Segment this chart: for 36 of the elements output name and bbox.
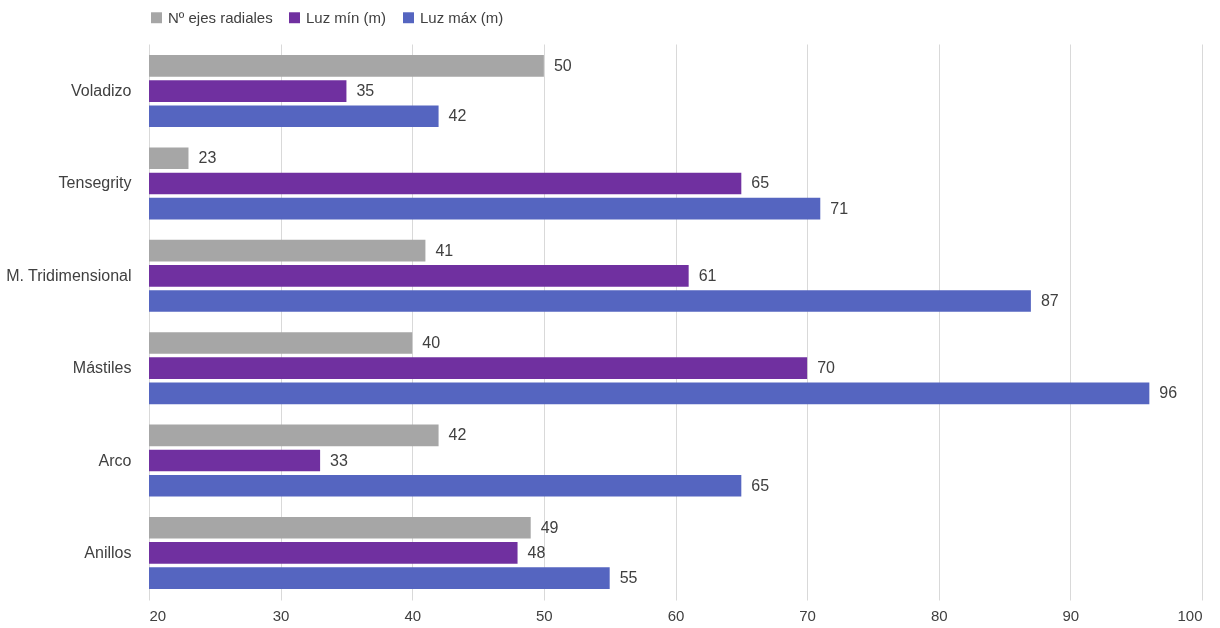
data-label: 87 xyxy=(1040,292,1059,310)
x-tick-label: 60 xyxy=(667,606,685,624)
x-tick-label: 100 xyxy=(1177,606,1203,624)
data-label: 50 xyxy=(553,56,572,74)
x-tick-label: 50 xyxy=(536,606,553,624)
data-label: 40 xyxy=(422,333,441,351)
data-label: 65 xyxy=(751,476,770,494)
data-label: 49 xyxy=(540,518,559,536)
x-tick-label: 80 xyxy=(930,606,948,624)
x-tick-label: 90 xyxy=(1062,606,1080,624)
x-tick-label: 70 xyxy=(799,606,816,624)
data-label: 55 xyxy=(619,569,638,587)
data-label: 42 xyxy=(448,426,467,444)
y-tick-label: Arco xyxy=(98,451,132,469)
data-label: 48 xyxy=(527,543,546,561)
data-label: 71 xyxy=(830,199,849,217)
data-label: 65 xyxy=(751,174,770,192)
y-tick-label: Tensegrity xyxy=(58,174,132,192)
data-label: 61 xyxy=(698,266,717,284)
y-tick-label: Mástiles xyxy=(72,359,132,377)
data-label: 96 xyxy=(1159,384,1178,402)
legend-label: Luz mín (m) xyxy=(306,8,387,26)
data-label: 35 xyxy=(356,82,375,100)
data-label: 41 xyxy=(435,241,454,259)
data-label: 23 xyxy=(198,149,217,167)
y-tick-label: M. Tridimensional xyxy=(6,266,132,284)
y-tick-label: Voladizo xyxy=(71,82,132,100)
y-tick-label: Anillos xyxy=(84,543,132,561)
x-tick-label: 40 xyxy=(404,606,422,624)
legend-label: Nº ejes radiales xyxy=(168,8,273,26)
legend-label: Luz máx (m) xyxy=(420,8,504,26)
data-label: 42 xyxy=(448,107,467,125)
data-label: 33 xyxy=(330,451,349,469)
x-tick-label: 20 xyxy=(149,606,167,624)
x-tick-label: 30 xyxy=(272,606,290,624)
data-label: 70 xyxy=(817,359,836,377)
